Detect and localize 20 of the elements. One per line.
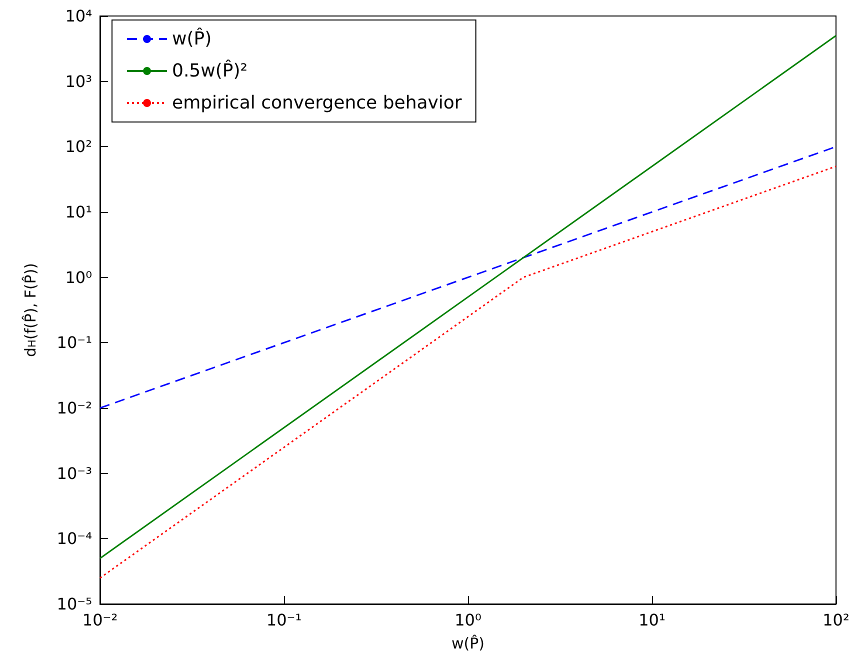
x-tick-label: 10¹ xyxy=(638,610,666,630)
x-tick-label: 10⁻² xyxy=(82,610,118,630)
x-tick-label: 10⁰ xyxy=(454,610,482,630)
x-tick-label: 10⁻¹ xyxy=(266,610,302,630)
y-tick-label: 10⁻⁴ xyxy=(56,529,92,548)
legend-label: w(P̂) xyxy=(172,27,212,50)
x-axis-title: w(P̂) xyxy=(451,634,485,652)
y-tick-label: 10⁴ xyxy=(65,6,92,26)
y-tick-label: 10⁻⁵ xyxy=(56,594,92,614)
legend-label: 0.5w(P̂)² xyxy=(172,59,248,82)
y-tick-label: 10⁻¹ xyxy=(56,333,92,352)
x-tick-label: 10² xyxy=(822,610,850,630)
y-tick-label: 10⁻² xyxy=(56,398,92,418)
y-axis-title: dH(f(P̂), F(P̂)) xyxy=(20,262,40,358)
y-tick-label: 10⁰ xyxy=(65,268,92,287)
y-tick-label: 10² xyxy=(65,137,92,156)
y-tick-label: 10³ xyxy=(65,72,92,91)
y-tick-label: 10⁻³ xyxy=(56,464,92,483)
y-tick-label: 10¹ xyxy=(65,202,92,222)
legend-label: empirical convergence behavior xyxy=(172,92,462,114)
